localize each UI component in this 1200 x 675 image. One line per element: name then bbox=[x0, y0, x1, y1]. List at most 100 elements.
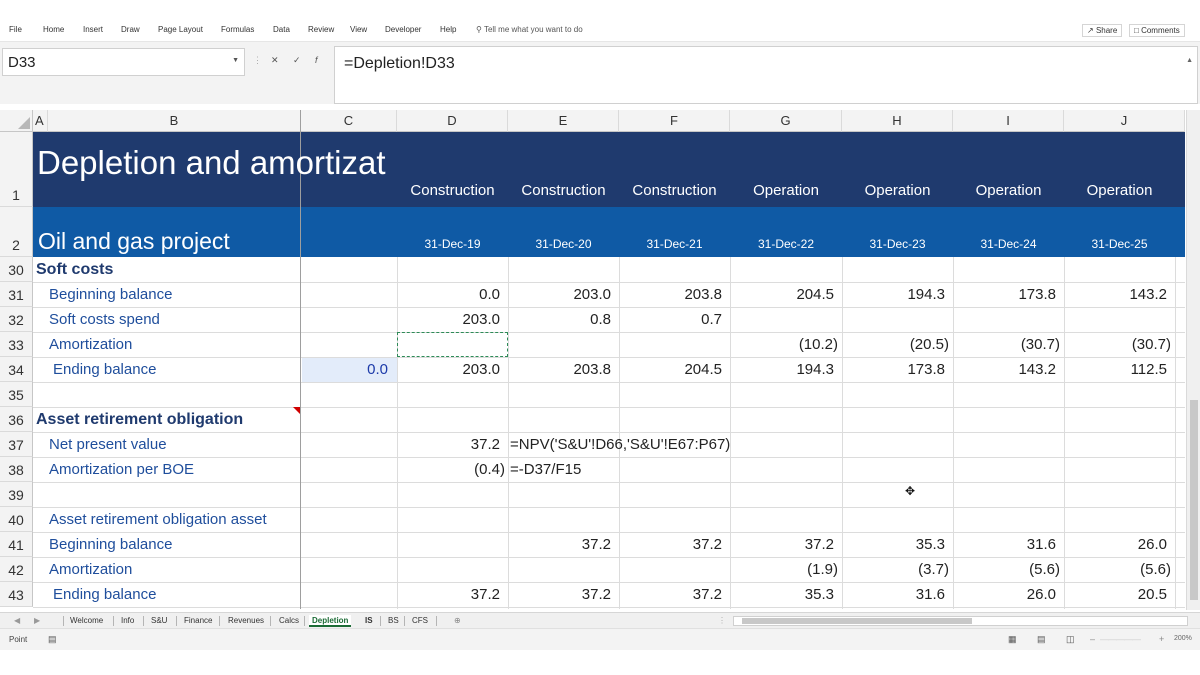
drag-handle-icon[interactable]: ⋮ bbox=[253, 55, 262, 65]
column-header-j[interactable]: J bbox=[1064, 110, 1185, 132]
sheet-tab-revenues[interactable]: Revenues bbox=[228, 616, 265, 625]
value-cell[interactable]: 194.3 bbox=[796, 361, 834, 378]
value-cell[interactable]: 26.0 bbox=[1137, 536, 1167, 553]
normal-view-icon[interactable]: ▦ bbox=[1008, 634, 1017, 644]
value-cell[interactable]: 35.3 bbox=[915, 536, 945, 553]
row-label[interactable]: Ending balance bbox=[53, 361, 157, 378]
value-cell[interactable]: 0.8 bbox=[590, 311, 611, 328]
value-cell[interactable]: (30.7) bbox=[1131, 336, 1171, 353]
row-header[interactable]: 32 bbox=[0, 307, 33, 332]
scroll-tabs-left-icon[interactable]: ◀ bbox=[14, 616, 21, 625]
row-header[interactable]: 2 bbox=[0, 207, 33, 257]
page-break-view-icon[interactable]: ◫ bbox=[1066, 634, 1075, 644]
value-cell[interactable]: 31.6 bbox=[915, 586, 945, 603]
value-cell[interactable]: (5.6) bbox=[1140, 561, 1171, 578]
row-header[interactable]: 33 bbox=[0, 332, 33, 357]
row-label[interactable]: Asset retirement obligation asset bbox=[49, 511, 267, 528]
value-cell[interactable]: 204.5 bbox=[796, 286, 834, 303]
ribbon-tab-view[interactable]: View bbox=[350, 25, 368, 34]
cancel-icon[interactable]: ✕ bbox=[271, 55, 279, 65]
chevron-down-icon[interactable]: ▼ bbox=[232, 57, 239, 64]
value-cell[interactable]: 194.3 bbox=[907, 286, 945, 303]
row-label[interactable]: Amortization bbox=[49, 561, 133, 578]
value-cell[interactable]: 204.5 bbox=[684, 361, 722, 378]
value-cell[interactable]: 37.2 bbox=[470, 436, 500, 453]
value-cell[interactable]: 26.0 bbox=[1026, 586, 1056, 603]
horizontal-scroll-thumb[interactable] bbox=[742, 618, 972, 624]
value-cell[interactable]: 112.5 bbox=[1130, 361, 1167, 378]
freeze-pane-divider[interactable] bbox=[300, 110, 301, 609]
row-header[interactable]: 37 bbox=[0, 432, 33, 457]
column-header-i[interactable]: I bbox=[953, 110, 1064, 132]
value-cell[interactable]: 37.2 bbox=[692, 586, 722, 603]
value-cell[interactable]: (5.6) bbox=[1029, 561, 1060, 578]
share-button[interactable]: ↗ Share bbox=[1082, 24, 1123, 37]
sheet-tab-bs[interactable]: BS bbox=[388, 616, 399, 625]
column-header-h[interactable]: H bbox=[842, 110, 953, 132]
add-sheet-icon[interactable]: ⊕ bbox=[454, 616, 461, 625]
row-header[interactable]: 42 bbox=[0, 557, 33, 582]
row-header[interactable]: 38 bbox=[0, 457, 33, 482]
value-cell[interactable]: 203.0 bbox=[462, 311, 500, 328]
value-cell[interactable]: (20.5) bbox=[909, 336, 949, 353]
value-cell[interactable]: 143.2 bbox=[1129, 286, 1167, 303]
name-box[interactable]: D33 ▼ bbox=[2, 48, 245, 76]
tab-split-handle-icon[interactable]: ⋮ bbox=[718, 616, 726, 625]
ribbon-tab-help[interactable]: Help bbox=[440, 25, 457, 34]
value-cell[interactable]: 203.8 bbox=[573, 361, 611, 378]
value-cell[interactable]: 37.2 bbox=[692, 536, 722, 553]
row-header[interactable]: 36 bbox=[0, 407, 33, 432]
column-header-d[interactable]: D bbox=[397, 110, 508, 132]
worksheet-grid[interactable]: A B C D E F G H I J 1 2 30 31 32 33 34 3… bbox=[0, 110, 1185, 609]
value-cell[interactable]: 143.2 bbox=[1018, 361, 1056, 378]
formula-text-cell[interactable]: =-D37/F15 bbox=[510, 461, 582, 478]
zoom-level[interactable]: 200% bbox=[1174, 635, 1192, 642]
row-header[interactable]: 41 bbox=[0, 532, 33, 557]
copy-marquee-d33[interactable] bbox=[397, 332, 508, 357]
selected-cell-c34[interactable]: 0.0 bbox=[367, 361, 388, 378]
tell-me-search[interactable]: ⚲ Tell me what you want to do bbox=[476, 25, 583, 34]
row-header[interactable]: 35 bbox=[0, 382, 33, 407]
sheet-tab-welcome[interactable]: Welcome bbox=[70, 616, 104, 625]
comments-button[interactable]: □ Comments bbox=[1129, 24, 1185, 37]
row-label[interactable]: Beginning balance bbox=[49, 536, 173, 553]
row-header[interactable]: 43 bbox=[0, 582, 33, 607]
value-cell[interactable]: 203.8 bbox=[684, 286, 722, 303]
ribbon-tab-file[interactable]: File bbox=[9, 25, 22, 34]
comment-indicator-icon[interactable] bbox=[293, 407, 300, 414]
ribbon-tab-data[interactable]: Data bbox=[273, 25, 290, 34]
value-cell[interactable]: 203.0 bbox=[573, 286, 611, 303]
sheet-tab-info[interactable]: Info bbox=[121, 616, 135, 625]
value-cell[interactable]: 0.0 bbox=[479, 286, 500, 303]
value-cell[interactable]: (0.4) bbox=[474, 461, 505, 478]
value-cell[interactable]: 20.5 bbox=[1137, 586, 1167, 603]
section-label[interactable]: Asset retirement obligation bbox=[36, 411, 244, 428]
macro-record-icon[interactable]: ▤ bbox=[48, 634, 57, 644]
sheet-tab-cfs[interactable]: CFS bbox=[412, 616, 428, 625]
ribbon-tab-draw[interactable]: Draw bbox=[121, 25, 140, 34]
value-cell[interactable]: (30.7) bbox=[1020, 336, 1060, 353]
value-cell[interactable]: 203.0 bbox=[462, 361, 500, 378]
horizontal-scrollbar[interactable] bbox=[733, 616, 1188, 626]
ribbon-tab-page-layout[interactable]: Page Layout bbox=[158, 25, 203, 34]
enter-check-icon[interactable]: ✓ bbox=[293, 55, 301, 65]
value-cell[interactable]: 37.2 bbox=[581, 586, 611, 603]
row-label[interactable]: Ending balance bbox=[53, 586, 157, 603]
insert-function-icon[interactable]: f bbox=[315, 55, 318, 65]
row-label[interactable]: Amortization per BOE bbox=[49, 461, 195, 478]
value-cell[interactable]: 37.2 bbox=[581, 536, 611, 553]
ribbon-tab-review[interactable]: Review bbox=[308, 25, 335, 34]
column-header-c[interactable]: C bbox=[301, 110, 397, 132]
column-header-e[interactable]: E bbox=[508, 110, 619, 132]
row-header[interactable]: 1 bbox=[0, 132, 33, 207]
formula-input[interactable]: =Depletion!D33 ▲ bbox=[334, 46, 1198, 104]
row-label[interactable]: Net present value bbox=[49, 436, 167, 453]
value-cell[interactable]: 35.3 bbox=[804, 586, 834, 603]
value-cell[interactable]: 37.2 bbox=[470, 586, 500, 603]
vertical-scrollbar[interactable] bbox=[1186, 110, 1200, 610]
value-cell[interactable]: (3.7) bbox=[918, 561, 949, 578]
row-header[interactable]: 34 bbox=[0, 357, 33, 382]
row-header[interactable]: 30 bbox=[0, 257, 33, 282]
column-header-f[interactable]: F bbox=[619, 110, 730, 132]
row-label[interactable]: Soft costs spend bbox=[49, 311, 160, 328]
